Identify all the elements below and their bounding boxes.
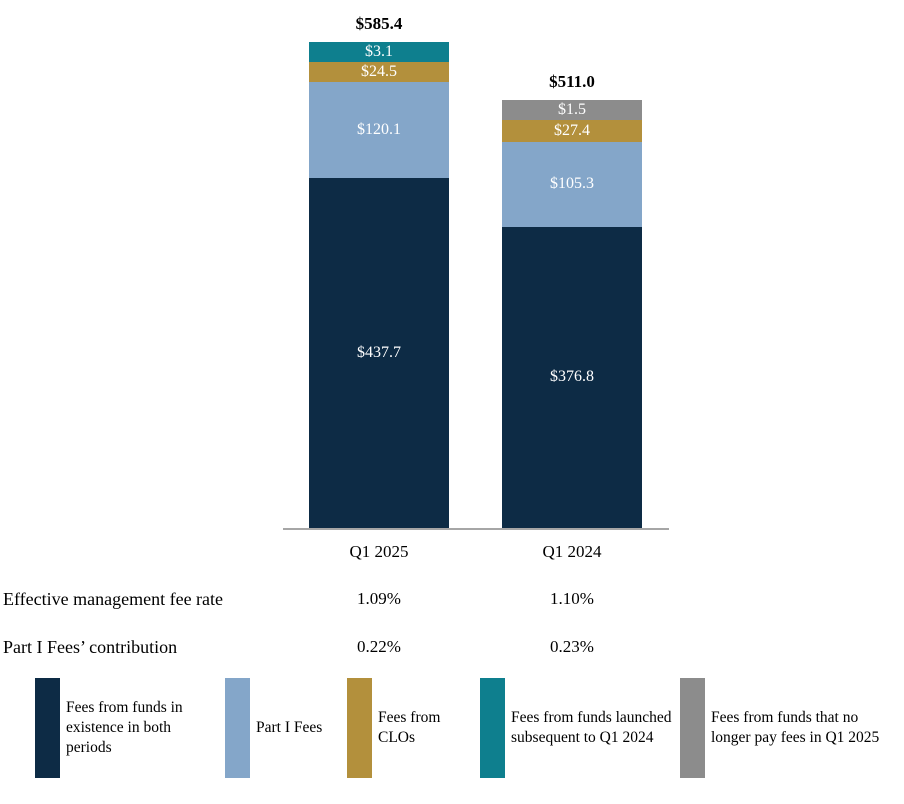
legend-swatch <box>680 678 705 778</box>
legend-label: Fees from funds in existence in both per… <box>66 698 183 757</box>
x-axis-label-q1-2024: Q1 2024 <box>542 542 602 561</box>
legend-entry: Fees from funds launched subsequent to Q… <box>480 678 678 778</box>
legend-entry: Fees from funds that no longer pay fees … <box>680 678 894 778</box>
x-axis-line <box>283 528 669 530</box>
legend-swatch <box>347 678 372 778</box>
legend-label: Fees from CLOs <box>378 708 441 746</box>
segment-value-label: $27.4 <box>554 122 590 140</box>
bar-q1-2025: $585.4 $437.7 $120.1 $24.5 $3.1 <box>309 14 449 528</box>
legend-entry: Part I Fees <box>225 678 347 778</box>
bar-segment: $1.5 <box>502 100 642 121</box>
segment-value-label: $1.5 <box>558 101 586 119</box>
segment-value-label: $376.8 <box>550 368 594 386</box>
segment-value-label: $3.1 <box>365 42 393 60</box>
legend-entry: Fees from CLOs <box>347 678 467 778</box>
bar-segment: $120.1 <box>309 81 449 178</box>
bar-q1-2024: $511.0 $376.8 $105.3 $27.4 $1.5 <box>502 72 642 528</box>
legend-swatch <box>225 678 250 778</box>
bar-total-label: $585.4 <box>355 13 403 33</box>
stat-value-fee-rate-q1-2025: 1.09% <box>357 589 401 608</box>
stat-label-effective-management-fee-rate: Effective management fee rate <box>3 589 224 609</box>
bar-segment: $3.1 <box>309 41 449 62</box>
legend-entry: Fees from funds in existence in both per… <box>35 678 207 778</box>
legend-swatch <box>35 678 60 778</box>
bar-segment: $24.5 <box>309 61 449 82</box>
segment-value-label: $120.1 <box>357 120 401 138</box>
stat-value-contribution-q1-2025: 0.22% <box>357 637 401 656</box>
legend-label: Part I Fees <box>256 718 323 736</box>
legend-label: Fees from funds launched subsequent to Q… <box>511 708 672 746</box>
segment-value-label: $105.3 <box>550 175 594 193</box>
segment-value-label: $24.5 <box>361 62 397 80</box>
x-axis-label-q1-2025: Q1 2025 <box>349 542 409 561</box>
legend-label: Fees from funds that no longer pay fees … <box>711 708 880 746</box>
bar-segment: $27.4 <box>502 120 642 143</box>
bar-total-label: $511.0 <box>549 72 595 92</box>
stat-value-fee-rate-q1-2024: 1.10% <box>550 589 594 608</box>
segment-value-label: $437.7 <box>357 343 401 361</box>
stat-value-contribution-q1-2024: 0.23% <box>550 637 594 656</box>
stat-label-part-i-fees-contribution: Part I Fees’ contribution <box>3 637 178 657</box>
bar-segment: $376.8 <box>502 226 642 528</box>
bar-segment: $437.7 <box>309 177 449 528</box>
bar-segment: $105.3 <box>502 142 642 227</box>
legend-swatch <box>480 678 505 778</box>
